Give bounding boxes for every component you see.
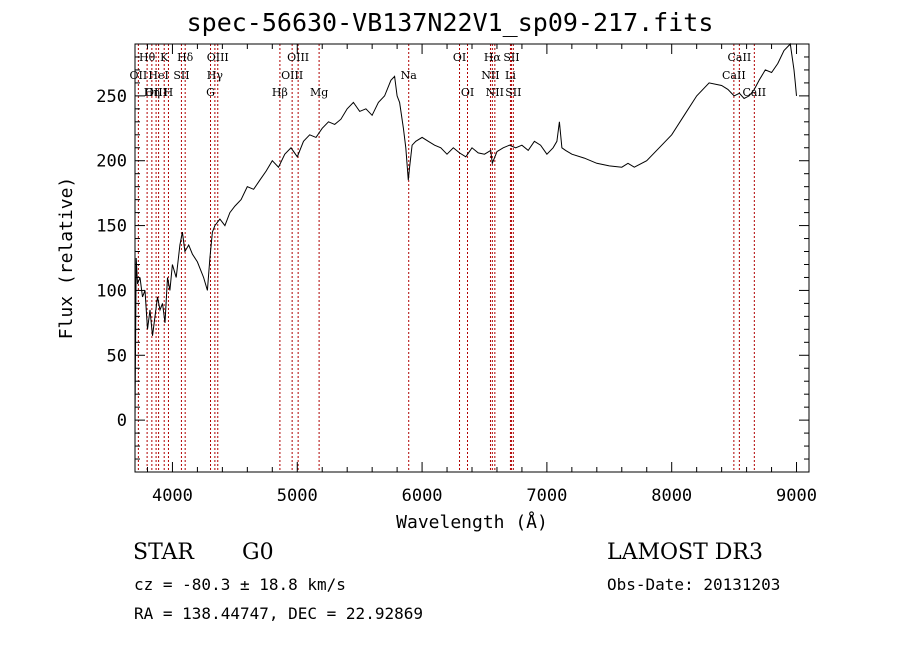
spectral-line-label: CaII bbox=[722, 69, 746, 82]
spectral-line-label: OI bbox=[453, 51, 466, 64]
y-tick-label: 250 bbox=[96, 87, 127, 107]
object-class: STAR bbox=[133, 540, 194, 565]
spectral-line-label: SII bbox=[173, 69, 189, 82]
spectral-line-label: SII bbox=[505, 86, 521, 99]
y-tick-label: 100 bbox=[96, 281, 127, 301]
spectral-line-label: OIII bbox=[281, 69, 303, 82]
spectral-line-label: OIII bbox=[287, 51, 309, 64]
spectral-line-markers bbox=[137, 44, 755, 472]
spectral-line-label: OIII bbox=[145, 86, 167, 99]
x-tick-label: 6000 bbox=[402, 486, 443, 506]
spectral-line-label: Li bbox=[505, 69, 516, 82]
spectral-line-label: Na bbox=[401, 69, 418, 82]
spectral-line-labels: Hθ OII OIII HeI Hη K H SII Hδ OIII Hγ G Hβ OIII OIII Mg… bbox=[130, 51, 767, 99]
spectral-line-label: Hβ bbox=[272, 86, 288, 99]
spectral-line-label: Hα bbox=[484, 51, 502, 64]
spectral-line-label: Mg bbox=[310, 86, 328, 99]
x-tick-label: 5000 bbox=[277, 486, 318, 506]
spectral-line-label: CaII bbox=[728, 51, 752, 64]
plot-frame bbox=[134, 43, 810, 473]
spectrum-line bbox=[134, 42, 797, 421]
redshift-cz: cz = -80.3 ± 18.8 km/s bbox=[134, 575, 346, 594]
y-tick-label: 50 bbox=[107, 346, 127, 366]
spectral-line-label: CaII bbox=[742, 86, 766, 99]
spectral-line-label: HeI bbox=[148, 69, 168, 82]
spectral-line-label: H bbox=[164, 86, 174, 99]
spectral-line-label: OI bbox=[461, 86, 474, 99]
x-tick-label: 4000 bbox=[152, 486, 193, 506]
x-tick-label: 8000 bbox=[651, 486, 692, 506]
spectral-line-label: Hη bbox=[144, 86, 160, 99]
spectral-line-label: Hθ bbox=[139, 51, 156, 64]
spectral-line-label: SII bbox=[503, 51, 519, 64]
y-tick-label: 200 bbox=[96, 152, 127, 172]
x-tick-label: 9000 bbox=[776, 486, 817, 506]
y-tick-label: 0 bbox=[117, 411, 127, 431]
survey-name: LAMOST DR3 bbox=[607, 540, 763, 565]
spectral-line-label: Hδ bbox=[177, 51, 194, 64]
observation-date: Obs-Date: 20131203 bbox=[607, 575, 781, 594]
spectral-line-label: NII bbox=[486, 86, 504, 99]
y-axis-label: Flux (relative) bbox=[56, 177, 77, 340]
spectral-line-label: OIII bbox=[207, 51, 229, 64]
spectral-line-label: OII bbox=[130, 69, 148, 82]
object-subclass: G0 bbox=[242, 540, 274, 565]
chart-title: spec-56630-VB137N22V1_sp09-217.fits bbox=[186, 8, 714, 37]
spectral-line-label: G bbox=[206, 86, 215, 99]
coordinates: RA = 138.44747, DEC = 22.92869 bbox=[134, 604, 423, 623]
spectral-line-label: NII bbox=[481, 69, 499, 82]
y-tick-label: 150 bbox=[96, 217, 127, 237]
spectral-line-label: K bbox=[160, 51, 169, 64]
spectral-line-label: Hγ bbox=[207, 69, 224, 82]
x-tick-label: 7000 bbox=[526, 486, 567, 506]
x-axis-label: Wavelength (Å) bbox=[396, 511, 548, 533]
axis-ticks: 4000 5000 6000 7000 8000 9000 0 50 100 150 200 250 bbox=[96, 44, 817, 506]
